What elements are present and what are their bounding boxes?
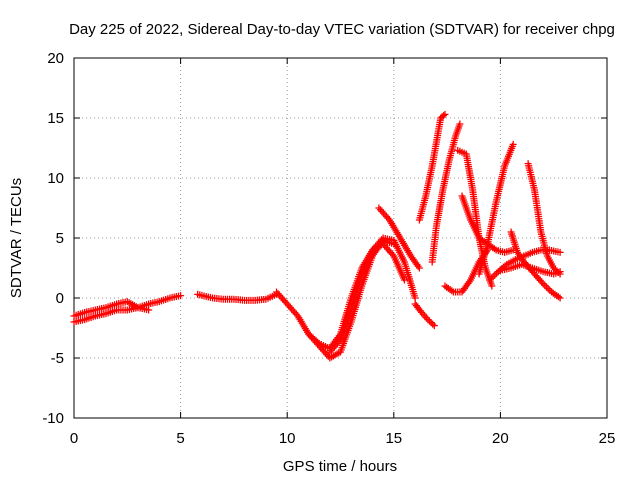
x-tick-label: 15	[385, 430, 402, 447]
chart-title: Day 225 of 2022, Sidereal Day-to-day VTE…	[69, 21, 615, 38]
x-tick-label: 0	[70, 430, 78, 447]
x-tick-label: 25	[599, 430, 616, 447]
data-point-marker	[556, 294, 564, 302]
data-point-marker	[145, 306, 153, 314]
data-point-marker	[400, 276, 408, 284]
data-points	[70, 110, 564, 362]
data-point-marker	[424, 316, 432, 324]
data-point-marker	[411, 294, 419, 302]
data-point-marker	[542, 283, 550, 291]
axis-ticks: 0 5 10 15 20 25 -10 -5 0 5 10 15 20	[42, 50, 615, 447]
data-point-marker	[509, 140, 517, 148]
x-axis-label: GPS time / hours	[283, 458, 397, 475]
y-tick-label: -10	[42, 410, 64, 427]
grid-lines	[74, 58, 607, 418]
y-tick-label: 5	[56, 230, 64, 247]
data-point-marker	[456, 120, 464, 128]
data-point-marker	[430, 322, 438, 330]
data-point-marker	[426, 317, 434, 325]
data-point-marker	[421, 312, 429, 320]
data-point-marker	[177, 292, 185, 300]
data-point-marker	[538, 278, 546, 286]
y-tick-label: 15	[47, 110, 64, 127]
x-tick-label: 20	[492, 430, 509, 447]
y-tick-label: 10	[47, 170, 64, 187]
data-point-marker	[488, 282, 496, 290]
data-point-marker	[441, 110, 449, 118]
x-tick-label: 5	[176, 430, 184, 447]
data-point-marker	[544, 285, 552, 293]
y-tick-label: -5	[51, 350, 64, 367]
data-point-marker	[556, 248, 564, 256]
data-point-marker	[556, 268, 564, 276]
x-tick-label: 10	[279, 430, 296, 447]
data-point-marker	[541, 281, 549, 289]
data-point-marker	[440, 112, 448, 120]
data-point-marker	[550, 264, 558, 272]
y-axis-label: SDTVAR / TECUs	[8, 178, 25, 298]
data-point-marker	[429, 320, 437, 328]
plot-frame	[73, 57, 608, 419]
data-point-marker	[427, 319, 435, 327]
y-tick-label: 20	[47, 50, 64, 67]
y-tick-label: 0	[56, 290, 64, 307]
data-point-marker	[415, 264, 423, 272]
